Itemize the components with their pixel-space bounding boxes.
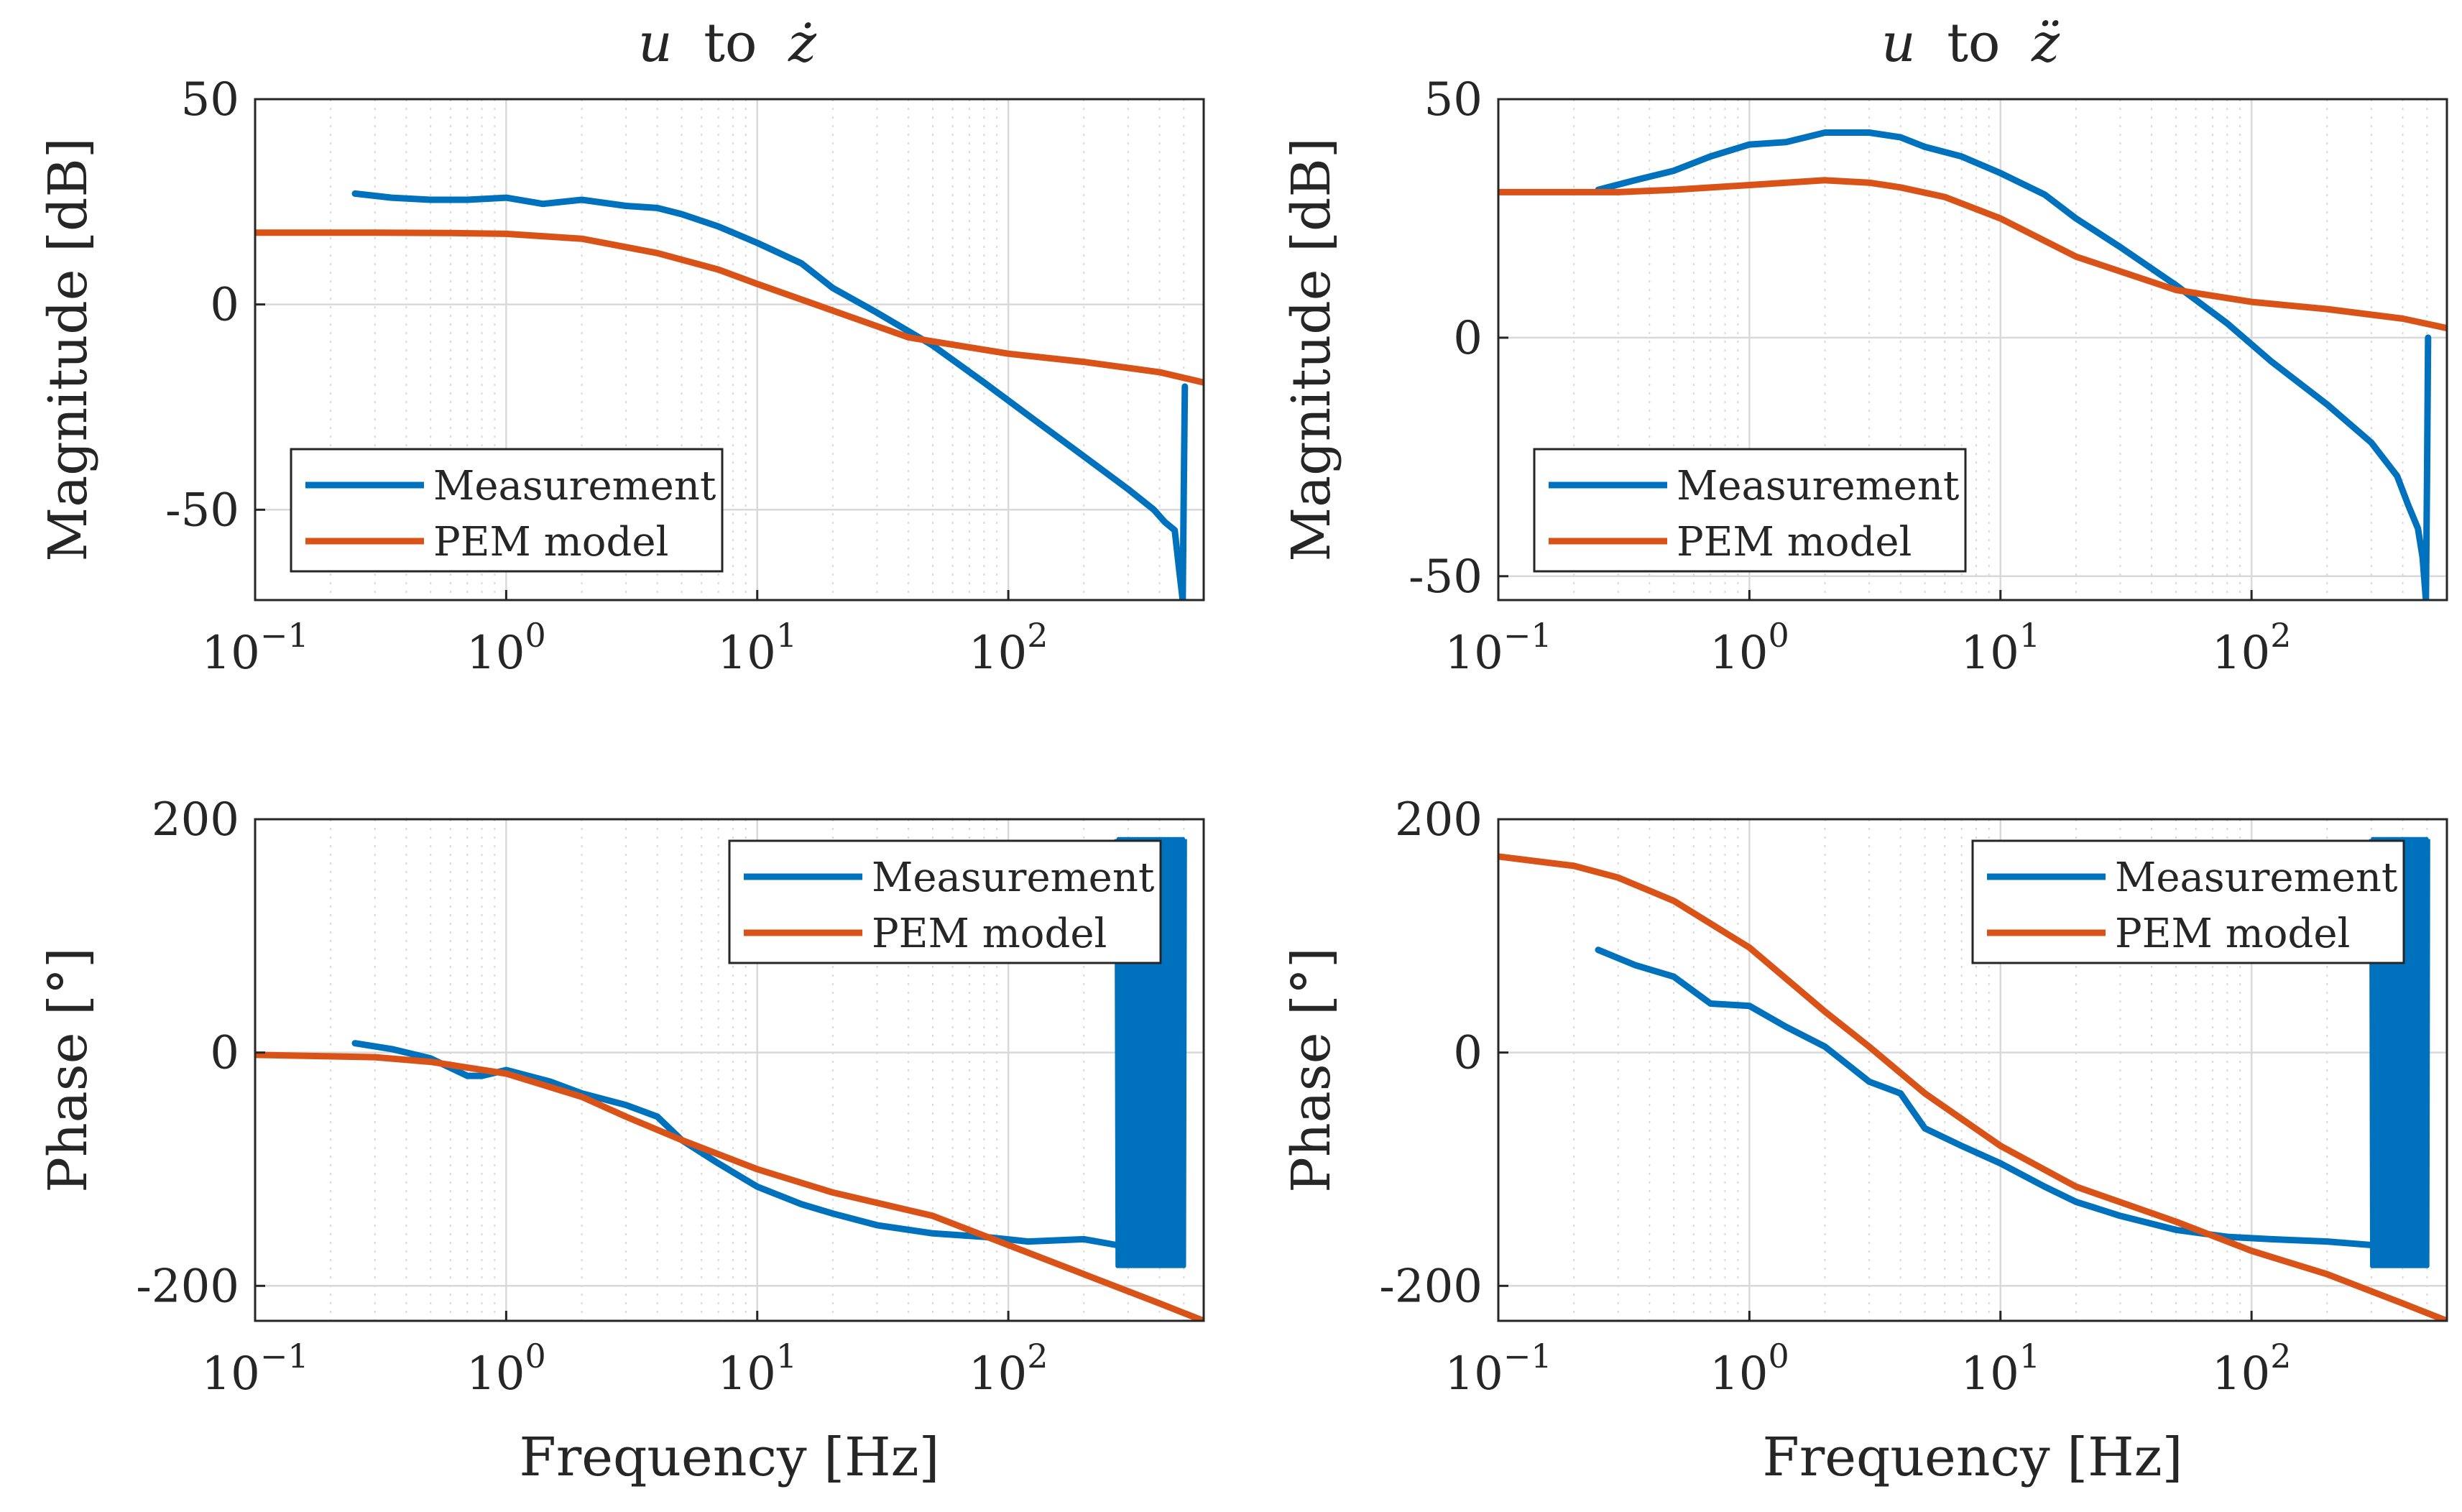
y-tick-label: -200 (1379, 1260, 1483, 1313)
pem-model-line (255, 1051, 1204, 1321)
x-tick-label: 101 (717, 616, 797, 680)
legend: Measurement PEM model (290, 448, 724, 573)
y-tick-label: 0 (1453, 312, 1483, 365)
y-tick-label: 200 (1395, 793, 1483, 847)
x-tick-label: 101 (717, 1337, 797, 1401)
legend-label-measurement: Measurement (1677, 463, 1960, 510)
x-axis-label: Frequency [Hz] (519, 1426, 939, 1488)
x-tick-label: 100 (1710, 1337, 1789, 1401)
y-axis-label: Phase [°] (37, 947, 99, 1193)
axes-box (254, 818, 1205, 1322)
legend-label-pem-model: PEM model (1677, 519, 1912, 566)
x-tick-label: 10−1 (201, 616, 308, 680)
axes-box (254, 98, 1205, 601)
x-tick-label: 102 (969, 616, 1048, 680)
phase-plot-u-to-zdot: 10−1 100 101 102 -200 0 200 Phase [°] Frequency … (37, 793, 1205, 1488)
pem-model-line (1498, 177, 2447, 332)
x-tick-label: 10−1 (201, 1337, 308, 1401)
axes-box (1497, 98, 2448, 601)
x-tick-label: 102 (2212, 616, 2292, 680)
title-mag-zdot: u to ż (638, 12, 817, 74)
x-axis-label: Frequency [Hz] (1762, 1426, 2182, 1488)
legend-label-pem-model: PEM model (2115, 911, 2350, 957)
title-mag-zddot: u to z̈ (1881, 12, 2060, 74)
x-tick-label: 100 (1710, 616, 1789, 680)
legend-box (1533, 448, 1967, 573)
x-tick-label: 102 (969, 1337, 1048, 1401)
phase-plot-u-to-zddot: 10−1 100 101 102 -200 0 200 Phase [°] Frequency … (1281, 793, 2448, 1488)
y-tick-label: -200 (136, 1260, 239, 1313)
y-tick-label: 200 (152, 793, 239, 847)
y-tick-label: 50 (1424, 73, 1483, 126)
y-tick-label: 0 (210, 1027, 239, 1080)
measurement-line (351, 190, 1189, 600)
axes-box (1497, 818, 2448, 1322)
legend-box (728, 839, 1162, 964)
pem-model-line (1498, 853, 2447, 1321)
legend-label-measurement: Measurement (433, 463, 716, 510)
legend-label-measurement: Measurement (2115, 854, 2398, 901)
magnitude-plot-u-to-zddot: 10−1 100 101 102 -50 0 50 Magnitude [dB] Measure… (1281, 73, 2448, 680)
measurement-line (1595, 129, 2432, 600)
x-tick-label: 101 (1960, 1337, 2040, 1401)
legend-label-measurement: Measurement (872, 854, 1155, 901)
y-tick-label: 50 (181, 73, 239, 126)
series-group (255, 190, 1204, 600)
legend: Measurement PEM model (728, 839, 1162, 964)
y-tick-label: 0 (1453, 1027, 1483, 1080)
legend-label-pem-model: PEM model (433, 519, 668, 566)
x-tick-label: 102 (2212, 1337, 2292, 1401)
legend-box (290, 448, 724, 573)
series-group (1498, 129, 2447, 600)
y-tick-label: -50 (165, 484, 239, 537)
magnitude-plot-u-to-zdot: 10−1 100 101 102 -50 0 50 Magnitude [dB] Measure… (37, 73, 1205, 680)
pem-model-line (255, 229, 1204, 386)
x-tick-label: 100 (466, 1337, 546, 1401)
y-axis-label: Magnitude [dB] (37, 137, 99, 561)
y-axis-label: Magnitude [dB] (1281, 137, 1342, 561)
x-tick-label: 100 (466, 616, 546, 680)
y-tick-label: 0 (210, 279, 239, 332)
legend: Measurement PEM model (1971, 839, 2405, 964)
x-tick-label: 10−1 (1444, 616, 1552, 680)
legend-box (1971, 839, 2405, 964)
y-tick-label: -50 (1408, 550, 1483, 604)
y-axis-label: Phase [°] (1281, 947, 1342, 1193)
legend-label-pem-model: PEM model (872, 911, 1107, 957)
x-tick-label: 10−1 (1444, 1337, 1552, 1401)
legend: Measurement PEM model (1533, 448, 1967, 573)
x-tick-label: 101 (1960, 616, 2040, 680)
